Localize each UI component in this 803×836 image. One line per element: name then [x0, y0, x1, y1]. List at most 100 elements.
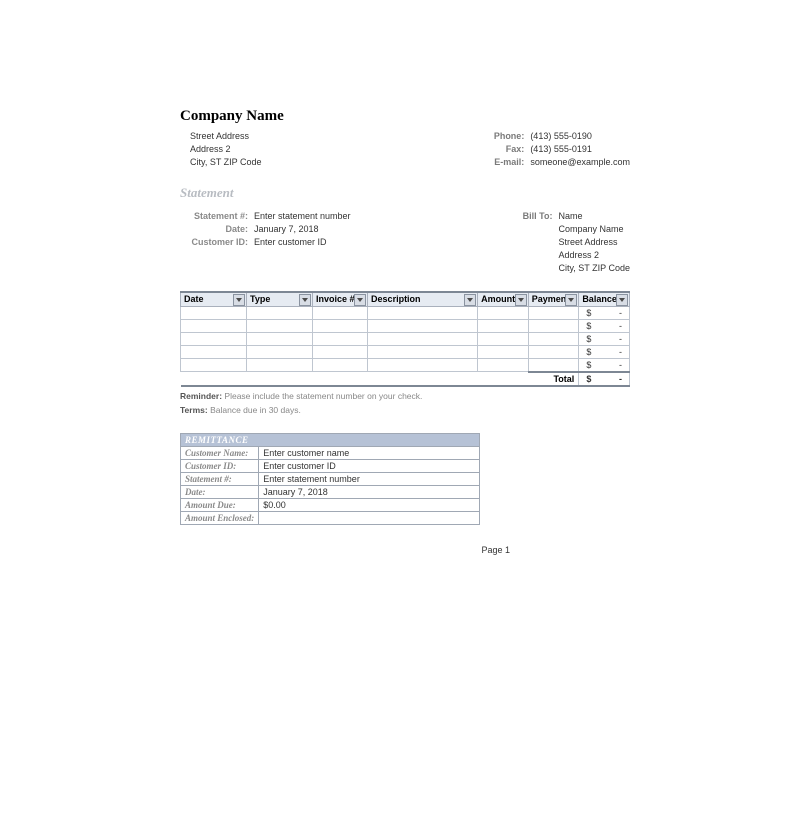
cell-balance: $- [579, 319, 630, 332]
col-type-label: Type [250, 294, 270, 304]
remit-label: Date: [181, 485, 259, 498]
total-balance-cell: $ - [579, 372, 630, 386]
customer-id-value: Enter customer ID [254, 237, 327, 247]
filter-dropdown-icon[interactable] [354, 294, 366, 306]
statement-date-label: Date: [180, 224, 248, 234]
bill-to-address2: Address 2 [558, 250, 630, 260]
cell-date [181, 345, 247, 358]
filter-dropdown-icon[interactable] [299, 294, 311, 306]
document-page: Company Name Street Address Address 2 Ci… [180, 0, 630, 555]
cell-type [247, 319, 313, 332]
cell-invoice [313, 345, 368, 358]
cell-invoice [313, 306, 368, 319]
address-line-1: Street Address [190, 131, 262, 141]
col-description-header[interactable]: Description [368, 292, 478, 306]
remit-label: Amount Enclosed: [181, 511, 259, 524]
fax-value: (413) 555-0191 [530, 144, 592, 154]
filter-dropdown-icon[interactable] [464, 294, 476, 306]
remittance-heading: REMITTANCE [181, 433, 480, 446]
phone-label: Phone: [480, 131, 524, 141]
terms-note: Terms: Balance due in 30 days. [180, 405, 630, 415]
address-line-2: Address 2 [190, 144, 262, 154]
cell-type [247, 306, 313, 319]
col-date-label: Date [184, 294, 204, 304]
fax-label: Fax: [480, 144, 524, 154]
cell-type [247, 332, 313, 345]
cell-description [368, 319, 478, 332]
statement-heading: Statement [180, 185, 630, 201]
company-contact: Phone: (413) 555-0190 Fax: (413) 555-019… [480, 131, 630, 167]
remittance-row: Amount Due:$0.00 [181, 498, 480, 511]
cell-description [368, 358, 478, 372]
header-block: Street Address Address 2 City, ST ZIP Co… [180, 131, 630, 167]
company-name: Company Name [180, 108, 630, 125]
filter-dropdown-icon[interactable] [616, 294, 628, 306]
bill-to-company: Company Name [558, 224, 630, 234]
bill-to-name: Name [558, 211, 582, 221]
col-amount-header[interactable]: Amount [478, 292, 529, 306]
cell-invoice [313, 332, 368, 345]
reminder-label: Reminder: [180, 391, 222, 401]
remit-value [259, 511, 480, 524]
company-address: Street Address Address 2 City, ST ZIP Co… [180, 131, 262, 167]
terms-label: Terms: [180, 405, 208, 415]
total-blank [181, 372, 529, 386]
cell-description [368, 306, 478, 319]
col-payment-label: Payment [532, 294, 570, 304]
statement-number-value: Enter statement number [254, 211, 351, 221]
cell-amount [478, 319, 529, 332]
cell-invoice [313, 319, 368, 332]
statement-number-label: Statement #: [180, 211, 248, 221]
cell-description [368, 332, 478, 345]
invoice-row: $- [181, 345, 630, 358]
col-date-header[interactable]: Date [181, 292, 247, 306]
cell-amount [478, 306, 529, 319]
remit-value: Enter customer name [259, 446, 480, 459]
remittance-table: REMITTANCE Customer Name:Enter customer … [180, 433, 480, 525]
cell-payment [528, 345, 579, 358]
invoice-total-row: Total $ - [181, 372, 630, 386]
total-currency: $ [586, 374, 591, 384]
cell-invoice [313, 358, 368, 372]
bill-to-address1: Street Address [558, 237, 630, 247]
cell-date [181, 332, 247, 345]
page-number: Page 1 [180, 545, 630, 555]
invoice-row: $- [181, 319, 630, 332]
cell-amount [478, 345, 529, 358]
cell-type [247, 358, 313, 372]
remittance-row: Customer Name:Enter customer name [181, 446, 480, 459]
cell-date [181, 319, 247, 332]
invoice-table: Date Type Invoice # Description Amount P… [180, 291, 630, 387]
remittance-row: Statement #:Enter statement number [181, 472, 480, 485]
address-city-line: City, ST ZIP Code [190, 157, 262, 167]
bill-to-city-line: City, ST ZIP Code [558, 263, 630, 273]
filter-dropdown-icon[interactable] [233, 294, 245, 306]
col-type-header[interactable]: Type [247, 292, 313, 306]
cell-balance: $- [579, 345, 630, 358]
remit-value: $0.00 [259, 498, 480, 511]
remit-value: Enter statement number [259, 472, 480, 485]
remit-value: Enter customer ID [259, 459, 480, 472]
invoice-row: $- [181, 358, 630, 372]
filter-dropdown-icon[interactable] [515, 294, 527, 306]
cell-payment [528, 332, 579, 345]
cell-amount [478, 332, 529, 345]
remit-label: Customer ID: [181, 459, 259, 472]
cell-payment [528, 358, 579, 372]
col-invoice-label: Invoice # [316, 294, 355, 304]
col-invoice-header[interactable]: Invoice # [313, 292, 368, 306]
statement-block: Statement #: Enter statement number Date… [180, 211, 630, 273]
col-balance-header[interactable]: Balance [579, 292, 630, 306]
col-payment-header[interactable]: Payment [528, 292, 579, 306]
col-amount-label: Amount [481, 294, 515, 304]
email-label: E-mail: [480, 157, 524, 167]
cell-balance: $- [579, 332, 630, 345]
cell-description [368, 345, 478, 358]
cell-balance: $- [579, 358, 630, 372]
cell-date [181, 358, 247, 372]
email-value: someone@example.com [530, 157, 630, 167]
filter-dropdown-icon[interactable] [565, 294, 577, 306]
col-description-label: Description [371, 294, 421, 304]
terms-text: Balance due in 30 days. [210, 405, 301, 415]
invoice-row: $- [181, 332, 630, 345]
